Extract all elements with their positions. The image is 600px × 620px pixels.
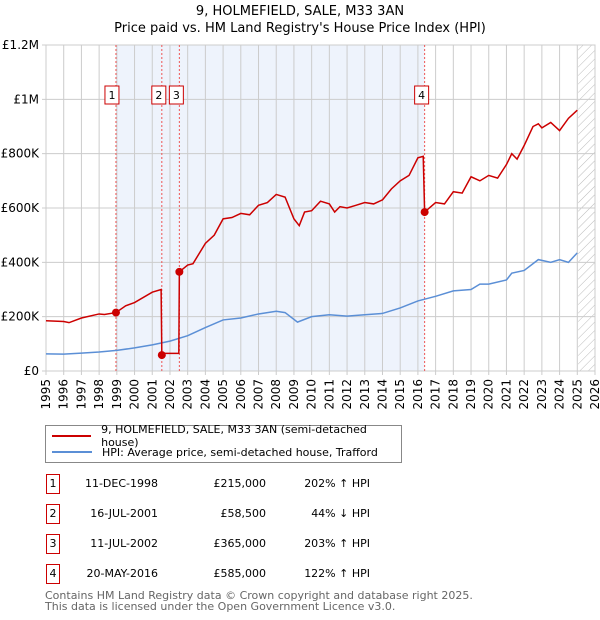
x-tick-label: 2020 bbox=[482, 379, 496, 410]
x-tick-label: 2011 bbox=[322, 379, 336, 410]
transaction-price: £215,000 bbox=[213, 477, 267, 490]
legend-swatch-red bbox=[52, 435, 92, 437]
x-tick-label: 2000 bbox=[128, 379, 142, 410]
x-tick-label: 2005 bbox=[216, 379, 230, 410]
x-tick-label: 2023 bbox=[535, 379, 549, 410]
sale-label-box bbox=[104, 85, 120, 105]
transaction-hpi-change: 122% ↑ HPI bbox=[304, 567, 370, 580]
x-tick-label: 2024 bbox=[553, 379, 567, 410]
transaction-price: £365,000 bbox=[213, 537, 267, 550]
transaction-hpi-change: 44% ↓ HPI bbox=[311, 507, 370, 520]
legend-item-property: 9, HOLMEFIELD, SALE, M33 3AN (semi-detac… bbox=[46, 423, 401, 449]
x-tick-label: 1995 bbox=[39, 379, 53, 410]
transaction-date: 11-JUL-2002 bbox=[90, 537, 158, 550]
transaction-hpi-change: 203% ↑ HPI bbox=[304, 537, 370, 550]
x-tick-label: 2006 bbox=[234, 379, 248, 410]
transaction-row: 2 16-JUL-2001 £58,500 44% ↓ HPI bbox=[46, 504, 406, 524]
transaction-date: 20-MAY-2016 bbox=[86, 567, 158, 580]
sale-point bbox=[157, 351, 166, 360]
y-tick-label: £1M bbox=[13, 92, 39, 106]
y-tick-label: £0 bbox=[24, 364, 39, 378]
legend: 9, HOLMEFIELD, SALE, M33 3AN (semi-detac… bbox=[45, 423, 402, 463]
x-tick-label: 2026 bbox=[588, 379, 600, 410]
sale-label: 1 bbox=[108, 89, 115, 102]
chart-title: 9, HOLMEFIELD, SALE, M33 3AN bbox=[195, 4, 405, 19]
transaction-hpi-change: 202% ↑ HPI bbox=[304, 477, 370, 490]
x-tick-label: 1996 bbox=[57, 379, 71, 410]
x-tick-label: 2018 bbox=[446, 379, 460, 410]
property-price-line bbox=[45, 109, 578, 358]
sale-label: 4 bbox=[418, 89, 425, 102]
y-tick-label: £1.2M bbox=[2, 38, 39, 52]
transaction-price: £58,500 bbox=[220, 507, 267, 520]
legend-label: 9, HOLMEFIELD, SALE, M33 3AN (semi-detac… bbox=[101, 423, 367, 449]
x-tick-label: 2004 bbox=[198, 379, 212, 410]
x-tick-label: 2015 bbox=[393, 379, 407, 410]
x-tick-label: 2022 bbox=[517, 379, 531, 410]
transaction-price: £585,000 bbox=[213, 567, 267, 580]
transaction-date: 16-JUL-2001 bbox=[90, 507, 158, 520]
sale-point bbox=[420, 208, 429, 217]
footer-licence: This data is licensed under the Open Gov… bbox=[45, 600, 396, 613]
plot-border bbox=[45, 44, 596, 372]
sale-point bbox=[175, 267, 184, 276]
sale-label: 2 bbox=[155, 89, 162, 102]
legend-swatch-blue bbox=[52, 451, 92, 453]
x-tick-label: 2025 bbox=[570, 379, 584, 410]
transaction-row: 4 20-MAY-2016 £585,000 122% ↑ HPI bbox=[46, 564, 406, 584]
transaction-number-badge: 2 bbox=[46, 504, 60, 524]
x-tick-label: 2009 bbox=[287, 379, 301, 410]
transaction-row: 1 11-DEC-1998 £215,000 202% ↑ HPI bbox=[46, 474, 406, 494]
transaction-date: 11-DEC-1998 bbox=[84, 477, 158, 490]
y-tick-label: £200K bbox=[1, 310, 41, 324]
x-tick-label: 1999 bbox=[110, 379, 124, 410]
x-tick-label: 2012 bbox=[340, 379, 354, 410]
x-tick-label: 2007 bbox=[252, 379, 266, 410]
x-tick-label: 2001 bbox=[145, 379, 159, 410]
sale-label-box bbox=[151, 85, 167, 105]
sale-label-box bbox=[414, 85, 430, 105]
x-tick-label: 2002 bbox=[163, 379, 177, 410]
sale-point bbox=[111, 308, 120, 317]
y-tick-label: £800K bbox=[1, 147, 41, 161]
x-tick-label: 2019 bbox=[464, 379, 478, 410]
transaction-row: 3 11-JUL-2002 £365,000 203% ↑ HPI bbox=[46, 534, 406, 554]
footer-copyright: Contains HM Land Registry data © Crown c… bbox=[45, 589, 473, 602]
price-chart: 1995 1996 1997 1998 1999 2000 2001 2002 2003 2004… bbox=[1, 38, 600, 410]
y-tick-label: £600K bbox=[1, 201, 41, 215]
transaction-number-badge: 4 bbox=[46, 564, 60, 584]
x-tick-label: 2008 bbox=[269, 379, 283, 410]
sale-label-box bbox=[168, 85, 184, 105]
transaction-number-badge: 1 bbox=[46, 474, 60, 494]
y-tick-label: £400K bbox=[1, 255, 41, 269]
x-tick-label: 2016 bbox=[411, 379, 425, 410]
x-tick-label: 2014 bbox=[375, 379, 389, 410]
sale-label: 3 bbox=[173, 89, 180, 102]
legend-label: HPI: Average price, semi-detached house,… bbox=[102, 445, 378, 459]
x-tick-label: 2003 bbox=[181, 379, 195, 410]
x-tick-label: 2021 bbox=[499, 379, 513, 410]
chart-subtitle: Price paid vs. HM Land Registry's House … bbox=[114, 21, 486, 36]
legend-item-hpi: HPI: Average price, semi-detached house,… bbox=[46, 444, 378, 460]
x-tick-label: 2013 bbox=[358, 379, 372, 410]
hpi-line bbox=[45, 252, 578, 355]
x-tick-label: 1997 bbox=[74, 379, 88, 410]
x-tick-label: 2010 bbox=[305, 379, 319, 410]
x-tick-label: 1998 bbox=[92, 379, 106, 410]
transaction-number-badge: 3 bbox=[46, 534, 60, 554]
x-tick-label: 2017 bbox=[429, 379, 443, 410]
